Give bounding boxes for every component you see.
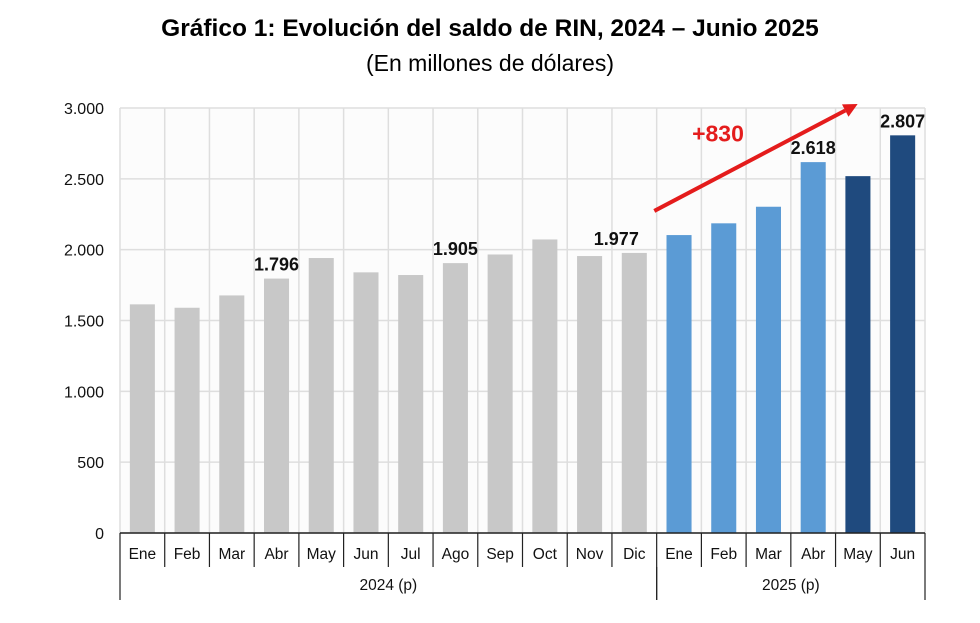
- bar: [711, 223, 737, 534]
- group-label: 2025 (p): [762, 577, 820, 594]
- x-tick-label: Jun: [353, 546, 378, 563]
- data-label: 1.796: [254, 255, 299, 275]
- arrow-head-icon: [841, 104, 858, 117]
- bar: [890, 135, 916, 533]
- bar: [577, 256, 603, 533]
- x-tick-label: May: [843, 546, 873, 563]
- y-tick-label: 0: [95, 526, 104, 543]
- chart-subtitle: (En millones de dólares): [365, 50, 614, 76]
- data-label: 2.807: [880, 111, 925, 131]
- annotation: +830: [653, 104, 858, 213]
- x-tick-label: Jul: [401, 546, 421, 563]
- bar: [174, 307, 200, 533]
- x-tick-label: Nov: [576, 546, 604, 563]
- x-tick-label: Feb: [710, 546, 737, 563]
- x-tick-label: Abr: [801, 546, 825, 563]
- arrow-line: [653, 108, 847, 213]
- y-tick-label: 2.000: [64, 243, 104, 260]
- bar: [487, 254, 513, 533]
- bar: [845, 176, 871, 533]
- annotation-label: +830: [692, 120, 744, 146]
- x-tick-label: Abr: [264, 546, 288, 563]
- y-tick-label: 2.500: [64, 172, 104, 189]
- bar: [353, 272, 379, 533]
- bar: [219, 295, 245, 533]
- bar: [398, 275, 424, 533]
- x-tick-label: Ene: [129, 546, 157, 563]
- y-tick-label: 1.500: [64, 314, 104, 331]
- data-labels: 1.796 1.905 1.977 2.618 2.807: [254, 111, 925, 274]
- bar: [442, 263, 468, 533]
- x-tick-label: Dic: [623, 546, 646, 563]
- x-tick-label: Sep: [486, 546, 514, 563]
- y-axis: 0 500 1.000 1.500 2.000 2.500 3.000: [64, 101, 104, 543]
- x-tick-label: Ago: [442, 546, 470, 563]
- bar: [308, 258, 334, 533]
- x-tick-label: Ene: [665, 546, 693, 563]
- grid: [119, 107, 926, 534]
- bar: [621, 252, 647, 534]
- y-tick-label: 500: [77, 455, 104, 472]
- group-label: 2024 (p): [359, 577, 417, 594]
- x-tick-label: Feb: [174, 546, 201, 563]
- chart-title: Gráfico 1: Evolución del saldo de RIN, 2…: [161, 15, 819, 42]
- x-axis: Ene Feb Mar Abr May Jun Jul Ago Sep Oct Nov Dic Ene F…: [119, 532, 926, 600]
- y-tick-label: 3.000: [64, 101, 104, 118]
- x-tick-label: Oct: [533, 546, 558, 563]
- data-label: 1.977: [594, 229, 639, 249]
- bar: [800, 162, 826, 533]
- y-tick-label: 1.000: [64, 384, 104, 401]
- data-label: 2.618: [791, 138, 836, 158]
- bar: [129, 304, 155, 533]
- x-tick-label: May: [307, 546, 337, 563]
- bar: [666, 235, 692, 533]
- bars: [129, 135, 916, 534]
- bar: [532, 239, 558, 533]
- bar: [755, 206, 781, 533]
- x-tick-label: Mar: [218, 546, 245, 563]
- x-tick-label: Jun: [890, 546, 915, 563]
- bar: [264, 278, 290, 533]
- x-tick-label: Mar: [755, 546, 782, 563]
- data-label: 1.905: [433, 239, 478, 259]
